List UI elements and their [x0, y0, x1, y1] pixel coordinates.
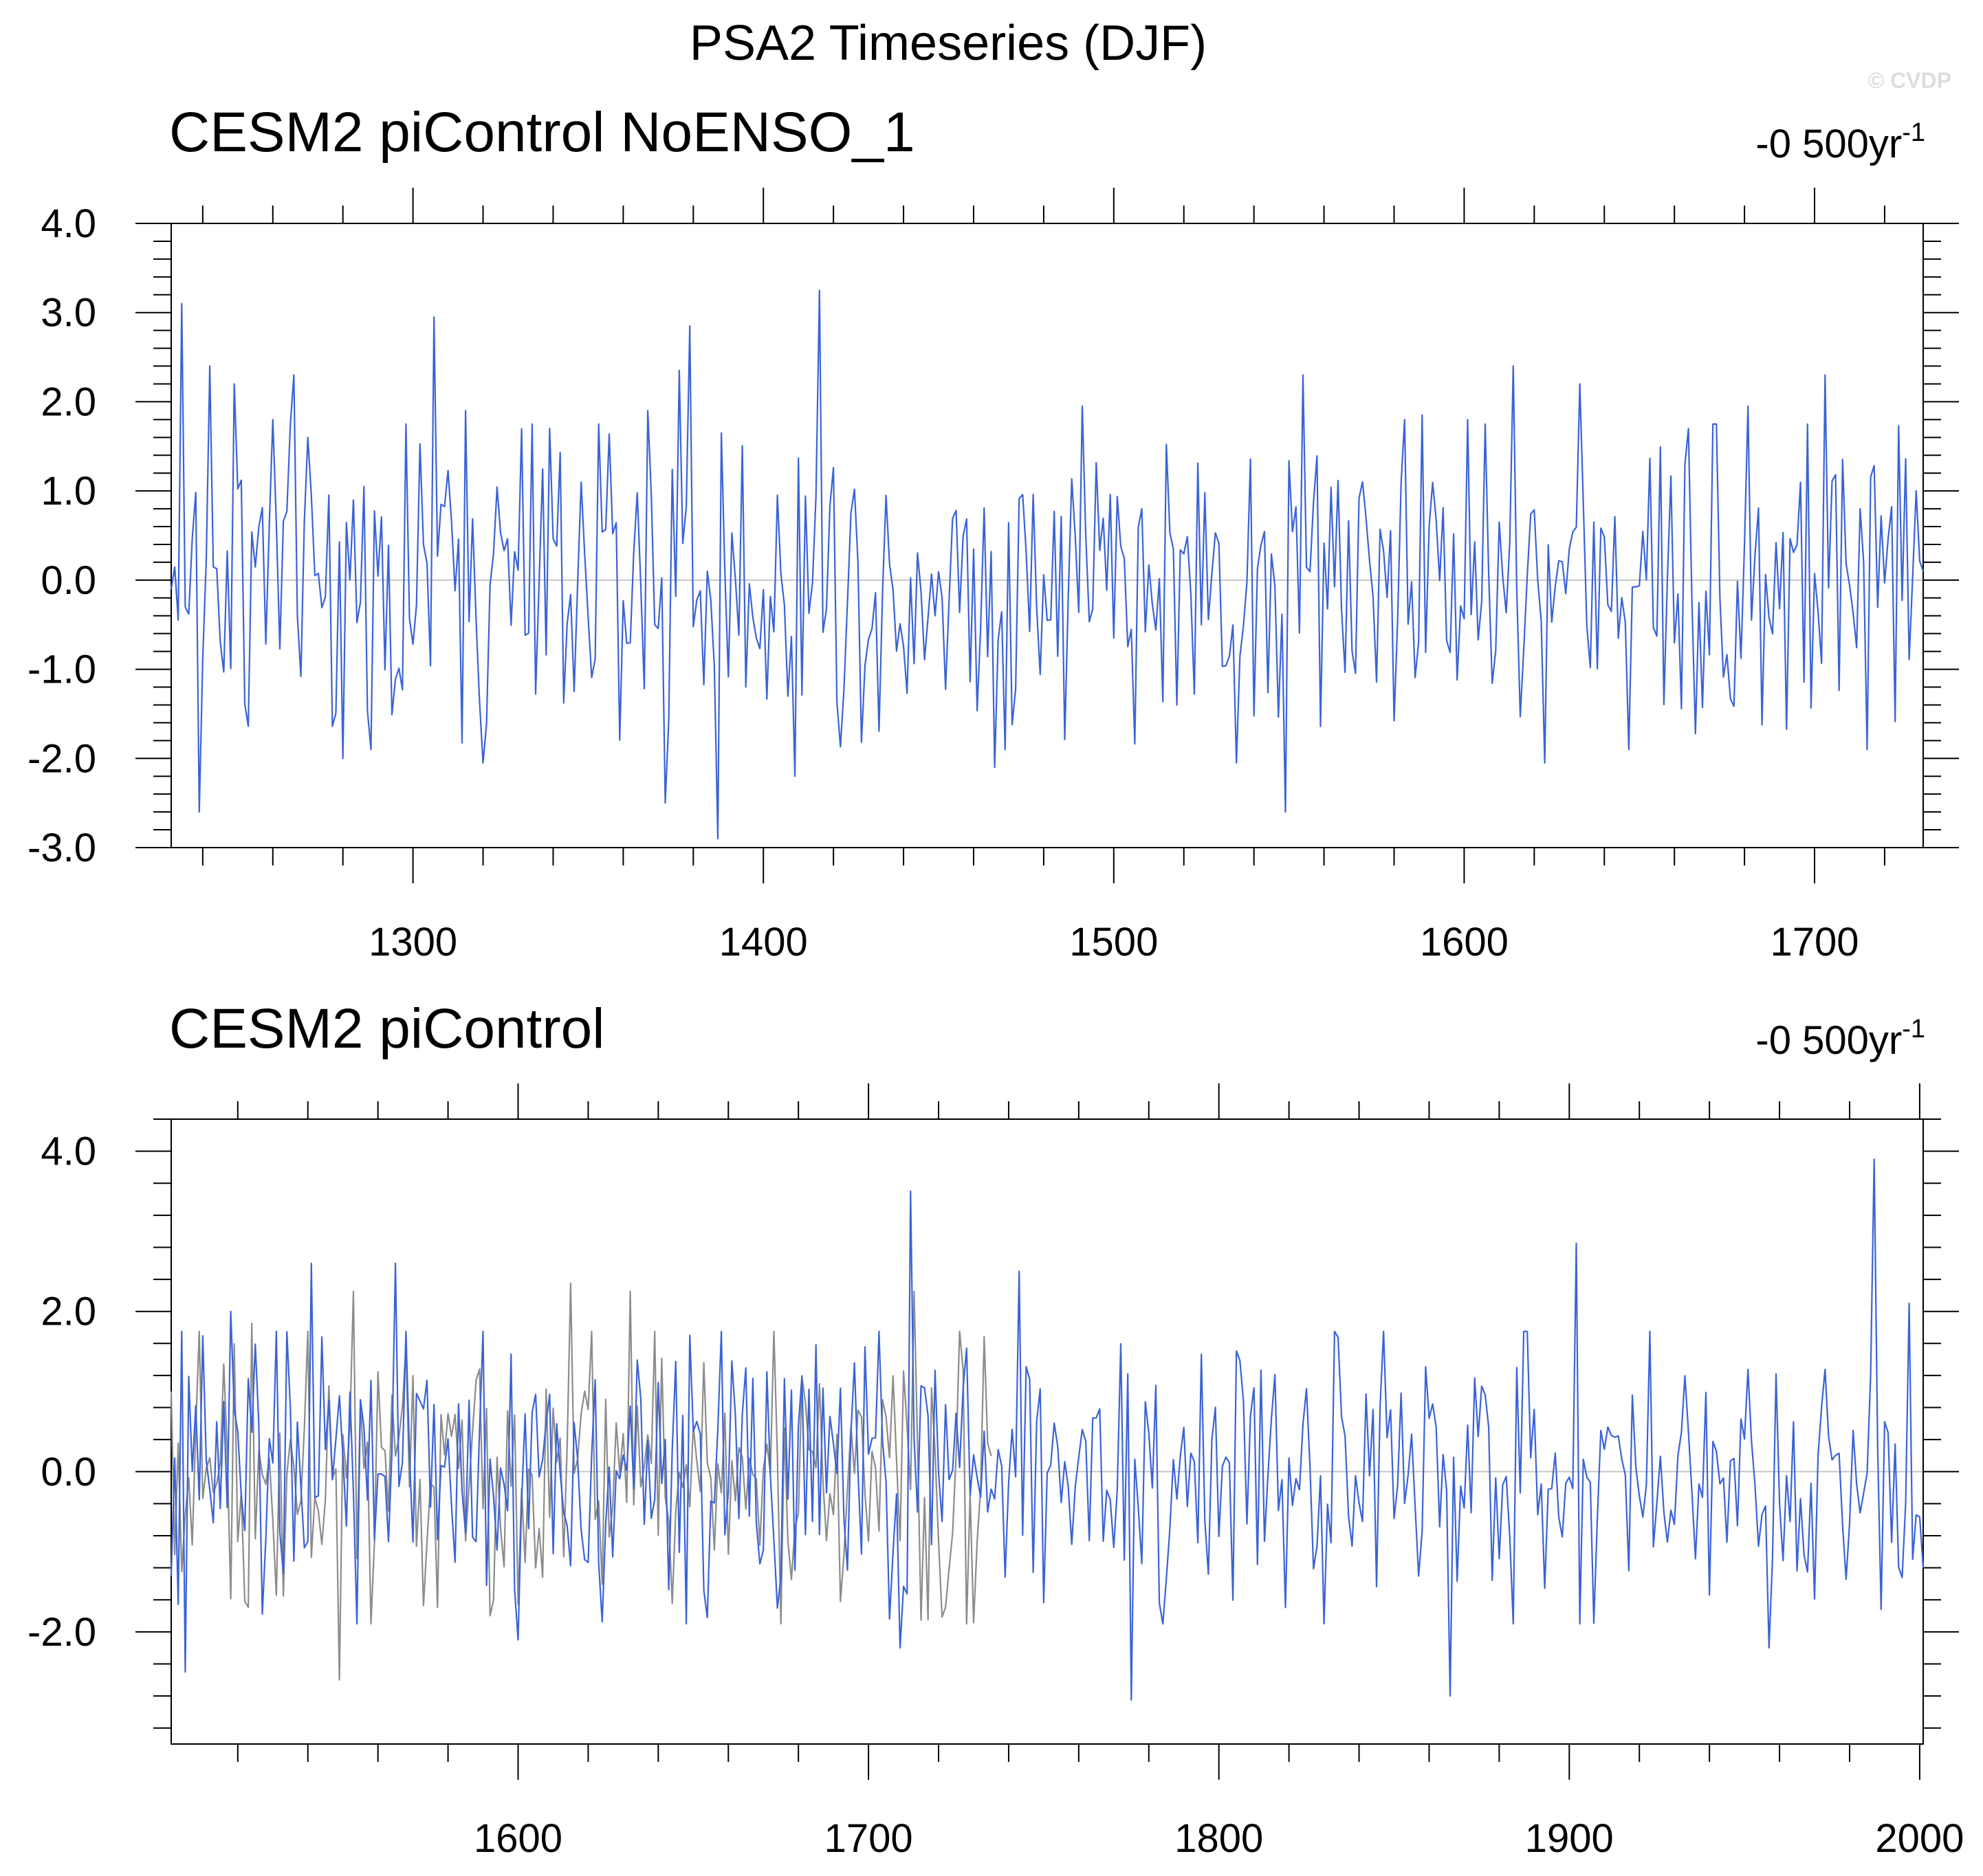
trend-annotation-exponent: -1 [1902, 1015, 1925, 1044]
model-series-line [170, 1158, 1925, 1701]
watermark: © CVDP [1868, 68, 1951, 93]
y-tick-label: 3.0 [41, 291, 96, 335]
figure-title: PSA2 Timeseries (DJF) [690, 16, 1207, 71]
trend-annotation-exponent: -1 [1902, 118, 1925, 147]
trend-annotation-value: -0 500yr [1755, 1018, 1902, 1063]
y-tick-label: -1.0 [28, 648, 96, 692]
x-tick-label: 2000 [1875, 1816, 1964, 1861]
x-tick-label: 1900 [1525, 1816, 1614, 1861]
tick-label-layer: 1300 1400 1500 1600 1700 -3.0 -2.0 -1.0 0.0 1.0 2.… [28, 201, 1859, 964]
reference-series-line [170, 1282, 992, 1681]
x-tick-label: 1600 [1420, 920, 1509, 964]
y-tick-label: 2.0 [41, 379, 96, 424]
trend-annotation-value: -0 500yr [1755, 122, 1902, 166]
x-tick-label: 1600 [474, 1816, 562, 1861]
y-tick-label: 0.0 [41, 558, 96, 603]
series-layer [170, 289, 1925, 840]
plot-frame [171, 1118, 1924, 1745]
y-tick-label: 2.0 [41, 1290, 96, 1334]
trend-annotation: -0 500yr-1 [1755, 118, 1925, 166]
x-tick-label: 1400 [719, 920, 808, 964]
panel-picontrol: CESM2 piControl -0 500yr-1 1600 1700 1800 1… [28, 997, 1964, 1861]
model-series-line [170, 289, 1925, 840]
panel-title: CESM2 piControl NoENSO_1 [169, 101, 915, 164]
y-tick-label: 0.0 [41, 1450, 96, 1494]
y-tick-label: -3.0 [28, 826, 96, 870]
x-tick-label: 1300 [369, 920, 457, 964]
panel-title: CESM2 piControl [169, 997, 604, 1060]
series-layer [170, 1158, 1925, 1701]
axes-layer [135, 188, 1959, 883]
x-tick-label: 1800 [1174, 1816, 1263, 1861]
x-tick-label: 1500 [1069, 920, 1158, 964]
panel-noenso: CESM2 piControl NoENSO_1 -0 500yr-1 1300… [28, 101, 1959, 964]
y-tick-label: 4.0 [41, 1129, 96, 1174]
plot-frame [171, 223, 1924, 848]
tick-label-layer: 1600 1700 1800 1900 2000 -2.0 0.0 2.0 4.0 [28, 1129, 1964, 1861]
y-tick-label: -2.0 [28, 1610, 96, 1655]
trend-annotation: -0 500yr-1 [1755, 1015, 1925, 1063]
x-tick-label: 1700 [824, 1816, 913, 1861]
y-tick-label: 1.0 [41, 469, 96, 514]
y-tick-label: 4.0 [41, 201, 96, 246]
x-tick-label: 1700 [1771, 920, 1859, 964]
y-tick-label: -2.0 [28, 736, 96, 781]
